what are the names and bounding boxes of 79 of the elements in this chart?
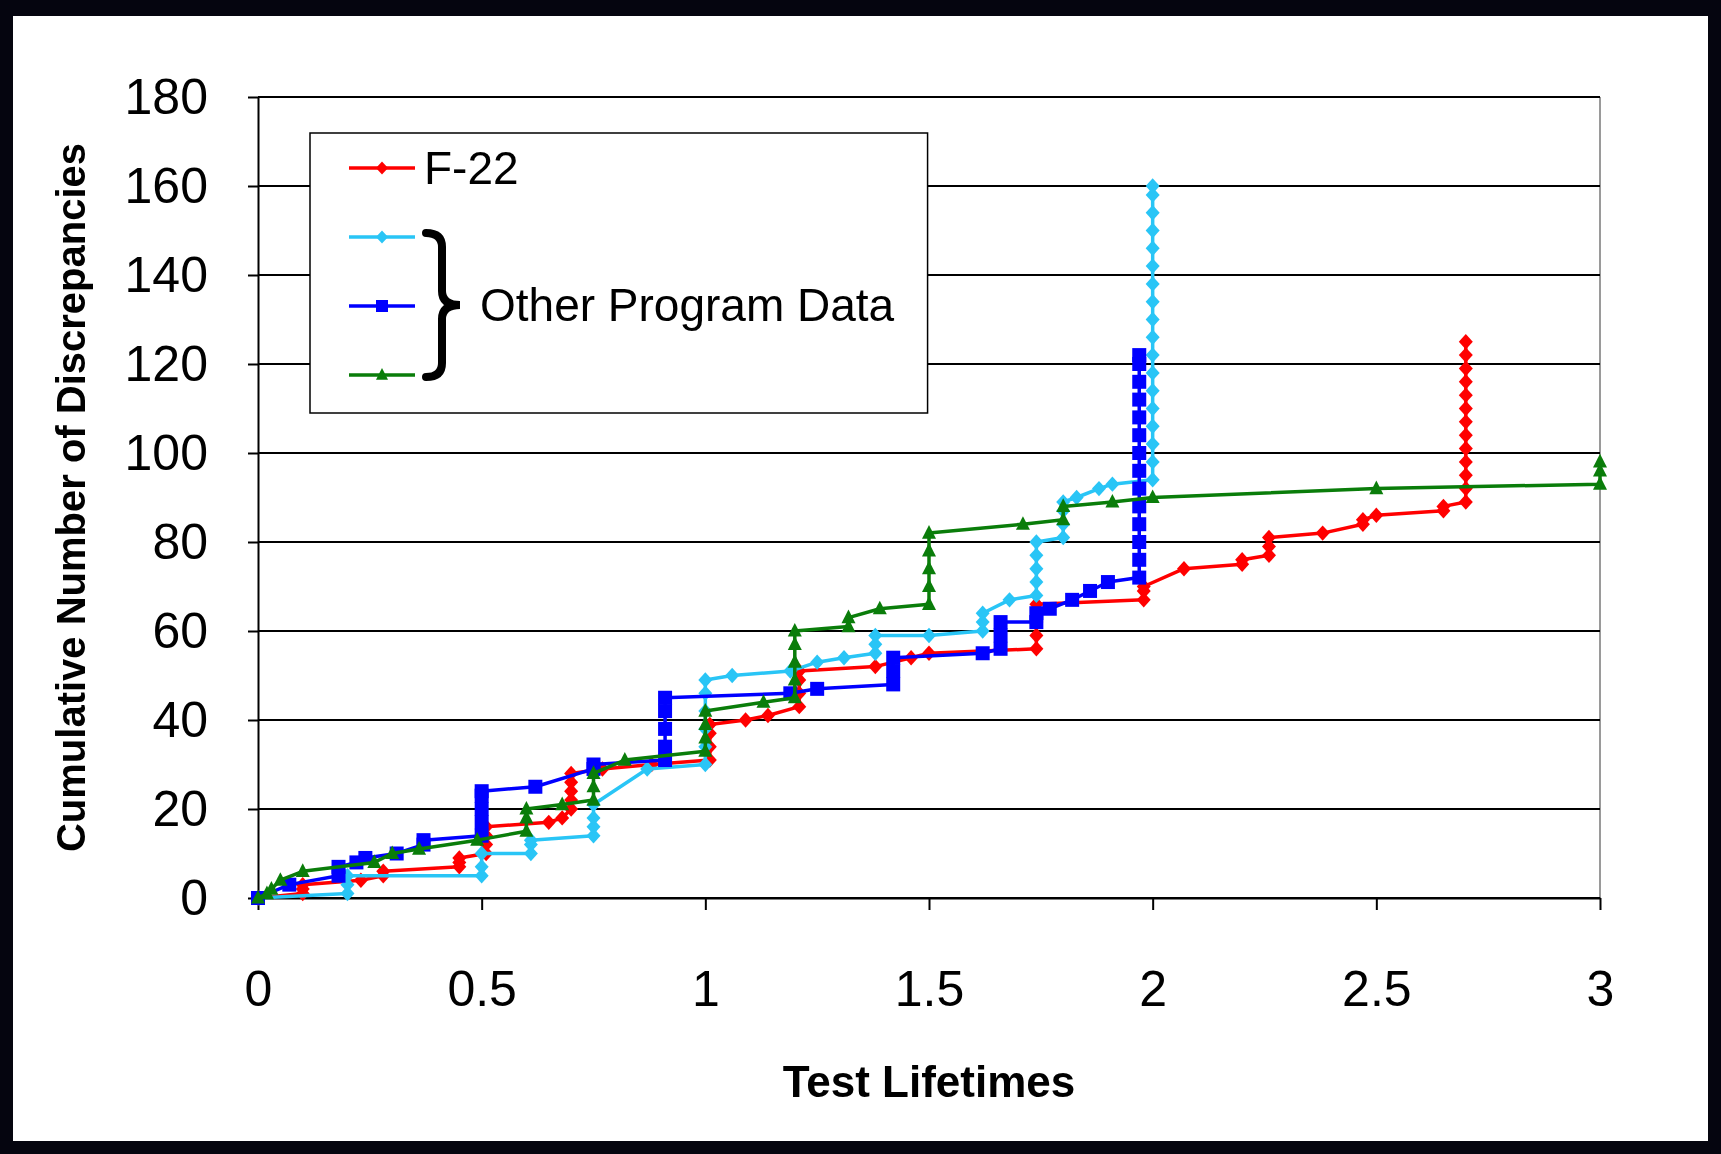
point <box>1132 374 1147 389</box>
y-tick-label: 140 <box>124 246 208 303</box>
y-tick-label: 60 <box>152 602 208 659</box>
y-tick-label: 80 <box>152 513 208 570</box>
x-axis-title: Test Lifetimes <box>782 1056 1076 1106</box>
point <box>1015 516 1030 530</box>
y-tick-label: 100 <box>124 424 208 481</box>
point <box>810 681 825 696</box>
point <box>993 628 1008 643</box>
point <box>922 578 936 593</box>
point <box>474 815 489 830</box>
point <box>1029 606 1044 621</box>
point <box>886 650 901 665</box>
y-tick-label: 20 <box>152 780 208 837</box>
point <box>922 525 936 539</box>
x-tick-label: 2 <box>1139 960 1168 1017</box>
point <box>385 845 400 860</box>
legend-label: F-22 <box>424 142 519 194</box>
point <box>1056 498 1071 512</box>
point <box>1593 453 1607 468</box>
x-tick-label: 1 <box>691 960 720 1017</box>
point <box>528 779 543 794</box>
point <box>470 832 485 846</box>
point <box>617 752 632 766</box>
point <box>1132 392 1147 407</box>
point <box>1132 535 1147 549</box>
point <box>412 841 427 855</box>
point <box>1132 428 1147 443</box>
y-tick-label: 40 <box>152 691 208 748</box>
point <box>555 796 570 811</box>
point <box>1132 348 1147 363</box>
point <box>787 654 802 668</box>
point <box>658 690 673 705</box>
x-tick-label: 3 <box>1586 960 1615 1017</box>
y-tick-label: 180 <box>124 68 208 125</box>
point <box>1065 592 1080 607</box>
point <box>658 704 673 719</box>
y-axis-title: Cumulative Number of Discrepancies <box>49 142 93 853</box>
y-tick-label: 160 <box>124 157 208 214</box>
point <box>1132 481 1147 496</box>
point <box>993 641 1008 656</box>
point <box>658 739 673 754</box>
point <box>1132 463 1147 478</box>
point <box>1132 446 1147 460</box>
y-tick-label: 0 <box>180 869 208 926</box>
point <box>658 721 673 736</box>
point <box>1132 552 1147 567</box>
point <box>1369 480 1384 495</box>
point <box>886 677 901 692</box>
point <box>295 863 310 877</box>
point <box>1132 517 1147 532</box>
point <box>273 872 288 886</box>
point <box>1145 489 1160 504</box>
point <box>1100 575 1115 590</box>
x-tick-label: 0.5 <box>447 960 517 1017</box>
point <box>886 664 901 679</box>
point <box>975 646 990 661</box>
point <box>993 615 1008 630</box>
point <box>1132 570 1147 585</box>
point <box>474 784 489 799</box>
point <box>922 596 936 610</box>
point <box>872 600 887 615</box>
point <box>1083 583 1098 598</box>
point <box>841 609 856 624</box>
annotation: Other Program Data <box>480 279 895 331</box>
point <box>1593 476 1607 490</box>
point <box>474 802 489 816</box>
x-tick-label: 2.5 <box>1342 960 1412 1017</box>
x-tick-label: 0 <box>244 960 273 1017</box>
point <box>367 854 382 868</box>
y-tick-label: 120 <box>124 335 208 392</box>
point <box>1132 410 1147 425</box>
point <box>1105 493 1120 508</box>
point <box>1042 601 1057 616</box>
point <box>756 694 771 708</box>
point <box>787 622 802 637</box>
point <box>586 765 601 779</box>
x-tick-label: 1.5 <box>894 960 965 1017</box>
point <box>519 800 534 815</box>
